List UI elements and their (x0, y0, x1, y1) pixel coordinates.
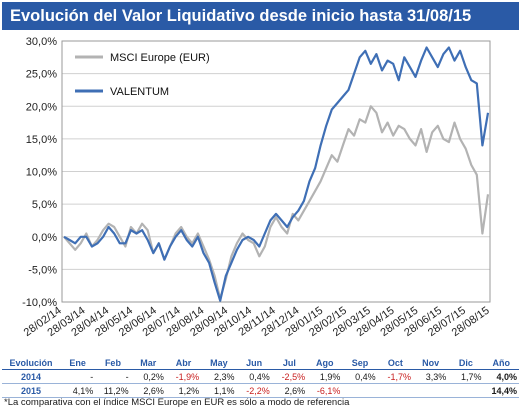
table-header-cell: Dic (448, 356, 484, 370)
table-cell: 11,2% (95, 383, 131, 398)
y-tick-label: 20,0% (26, 101, 57, 113)
y-tick-label: -5,0% (28, 264, 57, 276)
y-tick-label: 0,0% (32, 232, 57, 244)
table-cell: 1,7% (448, 369, 484, 384)
table-cell: 2,6% (130, 383, 166, 398)
table-cell: -2,5% (271, 369, 308, 384)
gridlines (61, 40, 491, 303)
footnote: *La comparativa con el índice MSCI Europ… (4, 397, 350, 408)
table-header-row: Evolución Ene Feb Mar Abr May Jun Jul Ago Sep Oct N… (2, 356, 519, 370)
table-header-cell: Año (483, 356, 519, 370)
table-cell (342, 383, 378, 398)
table-cell: 4,0% (483, 369, 519, 384)
table-header-cell: Oct (377, 356, 413, 370)
table-header-cell: Abr (165, 356, 202, 370)
y-tick-label: 15,0% (26, 134, 57, 146)
series-line-valentum (63, 46, 490, 302)
table-cell: 0,4% (236, 369, 272, 384)
table-header-cell: May (201, 356, 237, 370)
table-header-cell: Ene (60, 356, 96, 370)
table-row: 2015 4,1% 11,2% 2,6% 1,2% 1,1% -2,2% 2,6% -6,1% 1… (2, 383, 519, 398)
table-cell: 2,6% (271, 383, 308, 398)
table-cell: 3,3% (412, 369, 449, 384)
table-cell: 4,1% (60, 383, 96, 398)
y-tick-label: 5,0% (32, 199, 57, 211)
table-cell: -1,9% (165, 369, 202, 384)
table-cell: -1,7% (377, 369, 413, 384)
legend: MSCI Europe (EUR) VALENTUM (75, 52, 210, 98)
table-header-cell: Feb (95, 356, 131, 370)
y-tick-label: 10,0% (26, 167, 57, 179)
y-tick-label: 25,0% (26, 69, 57, 81)
table-header-cell: Mar (130, 356, 166, 370)
table-cell (412, 383, 449, 398)
table-cell: 0,4% (342, 369, 378, 384)
table-row-label: 2014 (2, 369, 60, 384)
x-axis-ticks: 28/02/1428/03/1428/04/1428/05/1428/06/14… (22, 305, 492, 339)
table-cell: 1,2% (165, 383, 202, 398)
table-header-cell: Evolución (2, 356, 60, 370)
chart-title: Evolución del Valor Liquidativo desde in… (2, 2, 519, 30)
table-cell: 0,2% (130, 369, 166, 384)
line-chart: -10,0% -5,0% 0,0% 5,0% 10,0% 15,0% 20,0% 25,0% 3… (22, 36, 492, 339)
y-axis-ticks: -10,0% -5,0% 0,0% 5,0% 10,0% 15,0% 20,0% 25,0% 3… (22, 36, 57, 309)
table-cell: 2,3% (201, 369, 237, 384)
table-header-cell: Sep (342, 356, 378, 370)
table-row-label: 2015 (2, 383, 60, 398)
table-cell: - (95, 369, 131, 384)
table-header-cell: Jun (236, 356, 272, 370)
table-cell: 1,1% (201, 383, 237, 398)
returns-table: Evolución Ene Feb Mar Abr May Jun Jul Ago Sep Oct N… (2, 356, 519, 398)
table-header-cell: Ago (307, 356, 343, 370)
table-cell (448, 383, 484, 398)
legend-label: MSCI Europe (EUR) (110, 52, 210, 64)
plot-frame (61, 40, 491, 303)
table-header-cell: Jul (271, 356, 308, 370)
table-header-cell: Nov (412, 356, 449, 370)
table-cell: -6,1% (307, 383, 343, 398)
table-cell: -2,2% (236, 383, 272, 398)
table-cell: 14,4% (483, 383, 519, 398)
table-cell (377, 383, 413, 398)
table-cell: - (60, 369, 96, 384)
legend-label: VALENTUM (110, 86, 169, 98)
y-tick-label: 30,0% (26, 36, 57, 48)
table-cell: 1,9% (307, 369, 343, 384)
y-tick-label: -10,0% (22, 297, 57, 309)
series-lines (63, 46, 490, 302)
table-row: 2014- -0,2% -1,9% 2,3% 0,4% -2,5% 1,9% 0,4% -1,7… (2, 369, 519, 384)
